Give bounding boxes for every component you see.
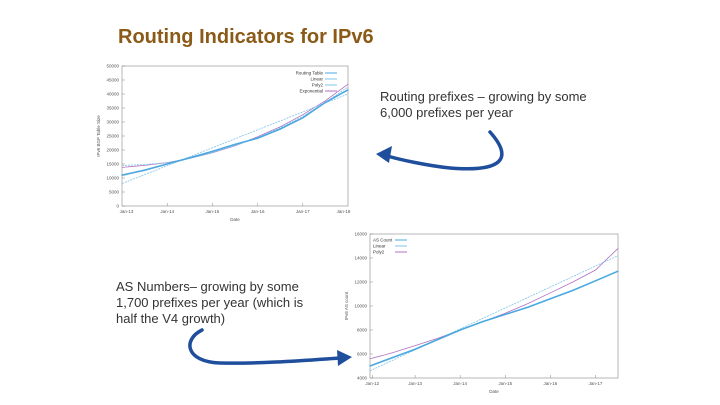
data-point [369, 365, 371, 367]
data-point [234, 143, 236, 145]
x-tick-label: Jan-15 [206, 209, 220, 214]
legend-entry: Linear [373, 244, 386, 249]
data-point [572, 289, 574, 291]
y-tick-label: 30000 [106, 120, 119, 125]
y-tick-label: 25000 [106, 134, 119, 139]
arrow-to-prefix-chart [382, 130, 504, 171]
data-point [391, 357, 394, 359]
y-tick-label: 35000 [106, 106, 119, 111]
data-point [347, 89, 349, 91]
data-point [121, 174, 123, 176]
slide-title: Routing Indicators for IPv6 [118, 26, 374, 48]
data-point [324, 101, 326, 103]
y-tick-label: 4000 [357, 376, 368, 381]
data-point [482, 321, 484, 323]
legend-entry: Linear [310, 77, 323, 82]
x-tick-label: Jan-16 [543, 381, 557, 386]
prefix-growth-note: Routing prefixes – growing by some 6,000… [380, 89, 587, 120]
plot-frame [369, 233, 619, 379]
y-tick-label: 5000 [109, 190, 120, 195]
legend-entry: AS Count [373, 238, 393, 243]
x-axis-label: Date [230, 217, 240, 222]
legend-entry: Poly2 [312, 83, 324, 88]
x-tick-label: Jan-17 [296, 209, 310, 214]
legend-entry: Routing Table [296, 71, 324, 76]
as-growth-note: AS Numbers– growing by some 1,700 prefix… [116, 279, 304, 326]
ipv6-bgp-table-chart: 0 5000 10000 15000 20000 25000 30000 35000 40000… [96, 64, 351, 223]
y-tick-label: 10000 [354, 304, 367, 309]
y-tick-label: 14000 [354, 256, 367, 261]
y-tick-label: 12000 [354, 280, 367, 285]
x-tick-label: Jan-17 [589, 381, 603, 386]
y-axis-label: IPv6 BGP Table Size [96, 115, 101, 157]
series-line-linear [369, 255, 619, 372]
y-tick-label: 16000 [354, 232, 367, 237]
y-tick-label: 15000 [106, 162, 119, 167]
data-point [437, 339, 439, 341]
x-tick-label: Jan-18 [337, 209, 351, 214]
y-axis-label: IPv6 AS count [344, 291, 349, 320]
data-point [617, 270, 619, 272]
data-point [257, 137, 259, 139]
y-tick-label: 20000 [106, 148, 119, 153]
y-tick-label: 0 [116, 204, 119, 209]
data-point [189, 157, 191, 159]
plot-frame [121, 65, 349, 207]
y-tick-label: 40000 [106, 92, 119, 97]
legend-entry: Exponential [299, 89, 323, 94]
data-point [594, 280, 597, 282]
series-line-linear [121, 93, 349, 184]
arrow-head-left-icon [376, 146, 392, 163]
data-point [211, 150, 213, 152]
x-tick-label: Jan-14 [160, 209, 174, 214]
x-tick-label: Jan-13 [120, 209, 134, 214]
y-tick-label: 6000 [357, 352, 368, 357]
data-point [504, 313, 506, 315]
ipv6-as-count-chart: 4000 6000 8000 10000 12000 14000 16000 Jan-12 Ja… [344, 232, 619, 394]
x-axis-label: Date [489, 389, 499, 394]
x-tick-label: Jan-14 [453, 381, 467, 386]
arrow-to-as-chart [188, 328, 342, 365]
series-line-as-count [369, 270, 619, 367]
legend-entry: Poly2 [373, 250, 385, 255]
x-tick-label: Jan-16 [251, 209, 265, 214]
data-point [549, 298, 551, 300]
x-tick-label: Jan-12 [365, 381, 379, 386]
x-tick-label: Jan-15 [498, 381, 512, 386]
data-point [414, 348, 416, 350]
x-tick-label: Jan-13 [408, 381, 422, 386]
y-tick-label: 10000 [106, 176, 119, 181]
data-point [302, 117, 304, 119]
data-point [279, 128, 281, 130]
data-point [459, 329, 461, 331]
data-point [144, 169, 146, 171]
y-tick-label: 50000 [106, 64, 119, 69]
data-point [166, 163, 168, 165]
y-tick-label: 45000 [106, 78, 119, 83]
y-tick-label: 8000 [357, 328, 368, 333]
data-point [527, 306, 529, 308]
